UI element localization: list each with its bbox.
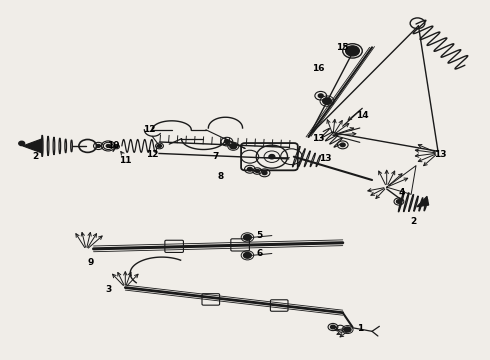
Circle shape bbox=[158, 144, 161, 147]
Text: 3: 3 bbox=[105, 285, 111, 294]
Text: 14: 14 bbox=[356, 111, 368, 120]
Text: 8: 8 bbox=[218, 172, 224, 181]
Circle shape bbox=[344, 327, 351, 332]
Circle shape bbox=[262, 171, 267, 175]
Circle shape bbox=[255, 170, 259, 172]
Text: 13: 13 bbox=[319, 154, 332, 163]
Text: 7: 7 bbox=[213, 152, 219, 161]
Polygon shape bbox=[417, 196, 429, 207]
Text: 15: 15 bbox=[337, 43, 349, 52]
Text: 9: 9 bbox=[88, 258, 94, 267]
Text: 2: 2 bbox=[33, 152, 39, 161]
Circle shape bbox=[340, 143, 345, 147]
Text: 12: 12 bbox=[146, 150, 158, 159]
Circle shape bbox=[323, 98, 331, 104]
Text: 6: 6 bbox=[257, 249, 263, 258]
Text: 11: 11 bbox=[119, 156, 131, 165]
Polygon shape bbox=[23, 139, 42, 153]
Text: 16: 16 bbox=[312, 64, 324, 73]
Circle shape bbox=[230, 144, 237, 149]
Text: 4: 4 bbox=[398, 188, 405, 197]
Circle shape bbox=[115, 145, 118, 148]
Circle shape bbox=[106, 144, 110, 147]
Text: 12: 12 bbox=[144, 125, 156, 134]
Text: 2: 2 bbox=[411, 217, 416, 226]
Circle shape bbox=[345, 46, 359, 56]
Text: 13: 13 bbox=[312, 134, 324, 143]
Text: 5: 5 bbox=[257, 231, 263, 240]
Text: 13: 13 bbox=[434, 150, 447, 159]
Circle shape bbox=[269, 154, 275, 159]
Text: 1: 1 bbox=[357, 324, 363, 333]
Circle shape bbox=[224, 140, 229, 143]
Text: 10: 10 bbox=[107, 141, 119, 150]
Circle shape bbox=[19, 141, 25, 145]
Circle shape bbox=[244, 252, 251, 258]
Circle shape bbox=[331, 325, 335, 329]
Circle shape bbox=[396, 200, 401, 203]
Circle shape bbox=[97, 144, 100, 147]
Circle shape bbox=[247, 167, 252, 171]
Circle shape bbox=[244, 234, 251, 240]
Circle shape bbox=[318, 94, 323, 98]
